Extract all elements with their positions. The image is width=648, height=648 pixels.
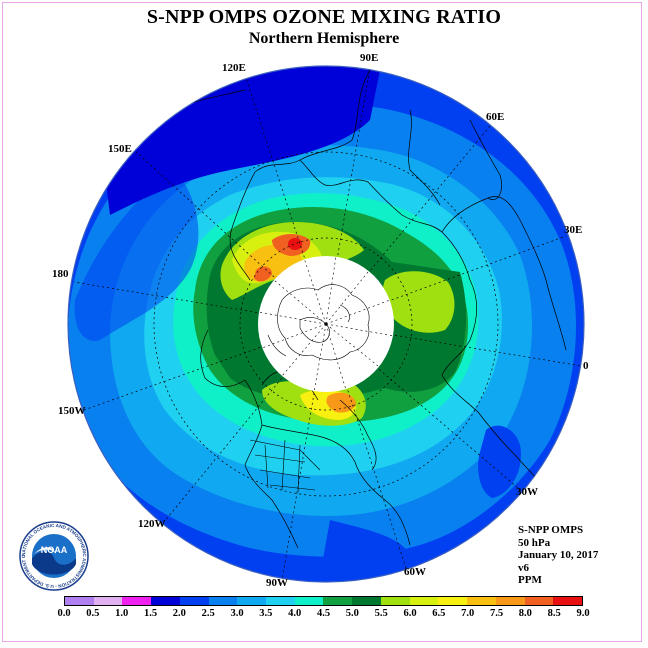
colorbar-segment	[237, 597, 267, 605]
colorbar-tick-label: 3.0	[230, 608, 244, 619]
lon-label-30e: 30E	[564, 224, 583, 236]
coast-europe-west	[441, 279, 549, 496]
coast-asia-east	[229, 69, 371, 281]
meridian-120e	[245, 77, 327, 325]
colorbar-segment	[495, 597, 525, 605]
colorbar-segment	[467, 597, 496, 605]
colorbar-tick-label: 3.5	[259, 608, 273, 619]
info-units: PPM	[518, 574, 542, 587]
colorbar-tick-label: 4.0	[288, 608, 302, 619]
colorbar-tick-label: 1.0	[115, 608, 129, 619]
colorbar-tick-label: 0.5	[86, 608, 100, 619]
colorbar-tick-label: 8.5	[547, 608, 561, 619]
colorbar-tick-label: 2.5	[201, 608, 215, 619]
colorbar-segment	[380, 597, 410, 605]
coast-europe-east	[441, 196, 567, 351]
map-title: S-NPP OMPS OZONE MIXING RATIO	[146, 6, 502, 28]
lon-label-180: 180	[52, 268, 69, 280]
colorbar-ticks: 0.0 0.5 1.0 1.5 2.0 2.5 3.0 3.5 4.0 4.5 5.0 5.5 6.0 6…	[54, 608, 594, 622]
colorbar-segment	[208, 597, 238, 605]
colorbar-segment	[179, 597, 209, 605]
colorbar	[64, 596, 583, 606]
field-8.0	[288, 238, 302, 250]
colorbar-segment	[151, 597, 180, 605]
map-boundary	[67, 65, 585, 583]
info-date: January 10, 2017	[518, 549, 599, 562]
logo-text: NOAA	[41, 545, 68, 555]
meridian-30w	[325, 323, 519, 489]
coast-america-east	[261, 424, 411, 546]
colorbar-tick-label: 6.5	[432, 608, 446, 619]
lon-label-150w: 150W	[58, 405, 86, 417]
colorbar-segment	[93, 597, 123, 605]
colorbar-tick-label: 0.0	[57, 608, 71, 619]
lon-label-90w: 90W	[266, 577, 288, 589]
colorbar-tick-label: 7.5	[489, 608, 504, 619]
coast-arabia	[469, 119, 502, 200]
colorbar-segment	[65, 597, 94, 605]
pole-coastlines	[267, 284, 370, 361]
lon-label-90e: 90E	[360, 52, 379, 64]
coast-alaska	[200, 329, 246, 387]
graticule	[73, 67, 583, 581]
info-level: 50 hPa	[518, 536, 551, 549]
pole-graticule	[257, 255, 395, 393]
coast-america-west	[244, 379, 299, 549]
logo-bird	[34, 547, 56, 554]
colorbar-segment	[323, 597, 353, 605]
info-instrument: S-NPP OMPS	[518, 524, 584, 536]
coastlines	[119, 69, 567, 549]
lon-label-0: 0	[583, 360, 589, 372]
info-block: S-NPP OMPS 50 hPa January 10, 2017 v6 PP…	[518, 524, 598, 587]
field-2.0-atlantic	[478, 425, 521, 498]
lon-label-30w: 30W	[516, 486, 538, 498]
info-version: v6	[518, 561, 529, 574]
colorbar-segment	[352, 597, 381, 605]
parallel-30n	[153, 151, 499, 497]
coast-greenland	[339, 399, 377, 471]
colorbar-tick-label: 5.5	[374, 608, 388, 619]
colorbar-tick-label: 6.0	[403, 608, 417, 619]
coast-siberia	[299, 159, 471, 281]
meridian-0	[325, 323, 583, 367]
colorbar-tick-label: 1.5	[143, 608, 158, 619]
colorbar-tick-label: 9.0	[576, 608, 590, 619]
field-7.5-small	[254, 266, 272, 282]
field-2.0-west	[74, 170, 199, 341]
meridian-90w	[281, 323, 327, 581]
colorbar-segment	[438, 597, 468, 605]
colorbar-tick-label: 5.0	[345, 608, 359, 619]
coast-india	[408, 109, 441, 206]
colorbar-segment	[122, 597, 152, 605]
lon-label-120e: 120E	[222, 62, 246, 74]
field-2.0-south	[320, 520, 410, 577]
us-state-grid	[249, 439, 321, 493]
lon-label-60w: 60W	[404, 566, 426, 578]
colorbar-tick-label: 7.0	[461, 608, 475, 619]
parallel-60n	[239, 237, 413, 411]
lon-label-60e: 60E	[486, 111, 505, 123]
colorbar-segment	[524, 597, 554, 605]
field-5.5-right	[382, 271, 455, 333]
colorbar-segment	[266, 597, 295, 605]
noaa-logo: NATIONAL OCEANIC AND ATMOSPHERIC ADMINIS…	[18, 520, 89, 591]
map-subtitle: Northern Hemisphere	[248, 30, 400, 47]
colorbar-segment	[553, 597, 582, 605]
colorbar-segment	[409, 597, 439, 605]
meridian-90e	[325, 67, 371, 325]
lon-label-150e: 150E	[108, 143, 132, 155]
lon-label-120w: 120W	[138, 518, 166, 530]
colorbar-segment	[294, 597, 324, 605]
colorbar-tick-label: 4.5	[316, 608, 331, 619]
colorbar-tick-label: 8.0	[518, 608, 532, 619]
logo-wave	[32, 551, 76, 575]
colorbar-tick-label: 2.0	[172, 608, 186, 619]
